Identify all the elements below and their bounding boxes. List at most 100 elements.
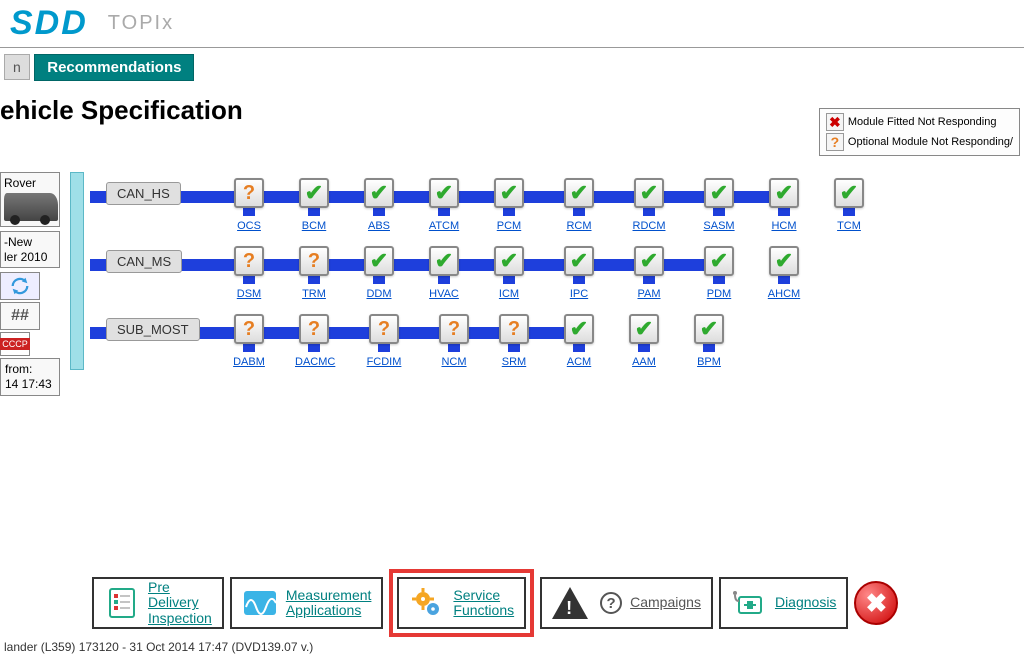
check-icon: ✔	[704, 246, 734, 276]
model-box: -New ler 2010	[0, 231, 60, 268]
diagnosis-button[interactable]: Diagnosis	[719, 577, 848, 629]
check-icon: ✔	[564, 178, 594, 208]
service-functions-button[interactable]: Service Functions	[397, 577, 526, 629]
refresh-button[interactable]	[0, 272, 40, 300]
module[interactable]: ✔HCM	[765, 178, 803, 232]
checklist-icon	[104, 585, 140, 621]
module[interactable]: ? DACMC	[295, 314, 333, 368]
check-icon: ✔	[364, 246, 394, 276]
module[interactable]: ? NCM	[435, 314, 473, 368]
question-icon: ?	[234, 178, 264, 208]
module-label[interactable]: ATCM	[425, 220, 463, 232]
module-label[interactable]: ABS	[360, 220, 398, 232]
module[interactable]: ✔ ATCM	[425, 178, 463, 232]
bus-label: CAN_MS	[106, 250, 182, 273]
module-label[interactable]: PAM	[630, 288, 668, 300]
module[interactable]: ✔BCM	[295, 178, 333, 232]
close-button[interactable]: ✖	[854, 581, 898, 625]
module[interactable]: ✔PCM	[490, 178, 528, 232]
module[interactable]: ✔ RCM	[560, 178, 598, 232]
module-label[interactable]: BPM	[690, 356, 728, 368]
highlight-box: Service Functions	[389, 569, 534, 637]
bus-backbone	[70, 172, 84, 370]
module-label[interactable]: RDCM	[630, 220, 668, 232]
question-icon: ?	[234, 246, 264, 276]
module[interactable]: ? DABM	[230, 314, 268, 368]
module[interactable]: ✔HVAC	[425, 246, 463, 300]
check-icon: ✔	[834, 178, 864, 208]
module-label[interactable]: SASM	[700, 220, 738, 232]
question-icon: ?	[234, 314, 264, 344]
module-label[interactable]: DDM	[360, 288, 398, 300]
service-label: Service Functions	[453, 588, 514, 619]
vehicle-name-box: Rover	[0, 172, 60, 227]
module[interactable]: ? FCDIM	[365, 314, 403, 368]
check-icon: ✔	[429, 178, 459, 208]
module-label[interactable]: IPC	[560, 288, 598, 300]
module-label[interactable]: HCM	[765, 220, 803, 232]
legend-text-2: Optional Module Not Responding/	[848, 136, 1013, 148]
module[interactable]: ✔ IPC	[560, 246, 598, 300]
module[interactable]: ?TRM	[295, 246, 333, 300]
question-icon: ?	[369, 314, 399, 344]
tab-recommendations[interactable]: Recommendations	[34, 54, 194, 81]
question-icon: ?	[826, 133, 844, 151]
module[interactable]: ✔ TCM	[830, 178, 868, 232]
module[interactable]: ? OCS	[230, 178, 268, 232]
module[interactable]: ✔BPM	[690, 314, 728, 368]
module-label[interactable]: DACMC	[295, 356, 333, 368]
hash-button[interactable]: ##	[0, 302, 40, 330]
module-label[interactable]: RCM	[560, 220, 598, 232]
campaigns-button[interactable]: ? Campaigns	[540, 577, 713, 629]
refresh-icon	[9, 275, 31, 297]
module-label[interactable]: PDM	[700, 288, 738, 300]
diagnosis-label: Diagnosis	[775, 595, 836, 610]
medkit-icon	[731, 585, 767, 621]
module-label[interactable]: PCM	[490, 220, 528, 232]
module-label[interactable]: FCDIM	[365, 356, 403, 368]
module[interactable]: ✔ABS	[360, 178, 398, 232]
module[interactable]: ✔ DDM	[360, 246, 398, 300]
vehicle-icon	[4, 193, 58, 221]
bus-row: CAN_HS?OCS✔BCM✔ABS✔ATCM✔PCM✔RCM✔RDCM✔SAS…	[90, 172, 950, 240]
module[interactable]: ?SRM	[495, 314, 533, 368]
network-diagram: CAN_HS?OCS✔BCM✔ABS✔ATCM✔PCM✔RCM✔RDCM✔SAS…	[70, 172, 950, 376]
x-icon: ✖	[826, 113, 844, 131]
question-icon: ?	[299, 314, 329, 344]
module-label[interactable]: DSM	[230, 288, 268, 300]
module-label[interactable]: OCS	[230, 220, 268, 232]
module-label[interactable]: BCM	[295, 220, 333, 232]
module-label[interactable]: DABM	[230, 356, 268, 368]
check-icon: ✔	[564, 246, 594, 276]
module-label[interactable]: ICM	[490, 288, 528, 300]
sdd-logo: SDD	[10, 4, 88, 43]
module[interactable]: ✔ACM	[560, 314, 598, 368]
module-label[interactable]: AAM	[625, 356, 663, 368]
module[interactable]: ? DSM	[230, 246, 268, 300]
pdi-button[interactable]: Pre Delivery Inspection	[92, 577, 224, 629]
module[interactable]: ✔ICM	[490, 246, 528, 300]
module[interactable]: ✔RDCM	[630, 178, 668, 232]
topix-logo[interactable]: TOPIx	[108, 12, 174, 35]
module[interactable]: ✔ SASM	[700, 178, 738, 232]
module-label[interactable]: AHCM	[765, 288, 803, 300]
module[interactable]: ✔ PDM	[700, 246, 738, 300]
question-icon: ?	[439, 314, 469, 344]
vehicle-info-panel: Rover -New ler 2010 ## CCCP from: 14 17:…	[0, 172, 60, 396]
module[interactable]: ✔PAM	[630, 246, 668, 300]
module-label[interactable]: TRM	[295, 288, 333, 300]
module-label[interactable]: NCM	[435, 356, 473, 368]
measurement-button[interactable]: Measurement Applications	[230, 577, 384, 629]
red-badge[interactable]: CCCP	[0, 332, 30, 356]
module-label[interactable]: ACM	[560, 356, 598, 368]
module[interactable]: ✔ AAM	[625, 314, 663, 368]
bus-label: SUB_MOST	[106, 318, 200, 341]
module-label[interactable]: TCM	[830, 220, 868, 232]
module[interactable]: ✔AHCM	[765, 246, 803, 300]
module-label[interactable]: HVAC	[425, 288, 463, 300]
tab-bar: n Recommendations	[0, 48, 1024, 87]
module-label[interactable]: SRM	[495, 356, 533, 368]
check-icon: ✔	[629, 314, 659, 344]
tab-partial[interactable]: n	[4, 54, 30, 80]
check-icon: ✔	[704, 178, 734, 208]
